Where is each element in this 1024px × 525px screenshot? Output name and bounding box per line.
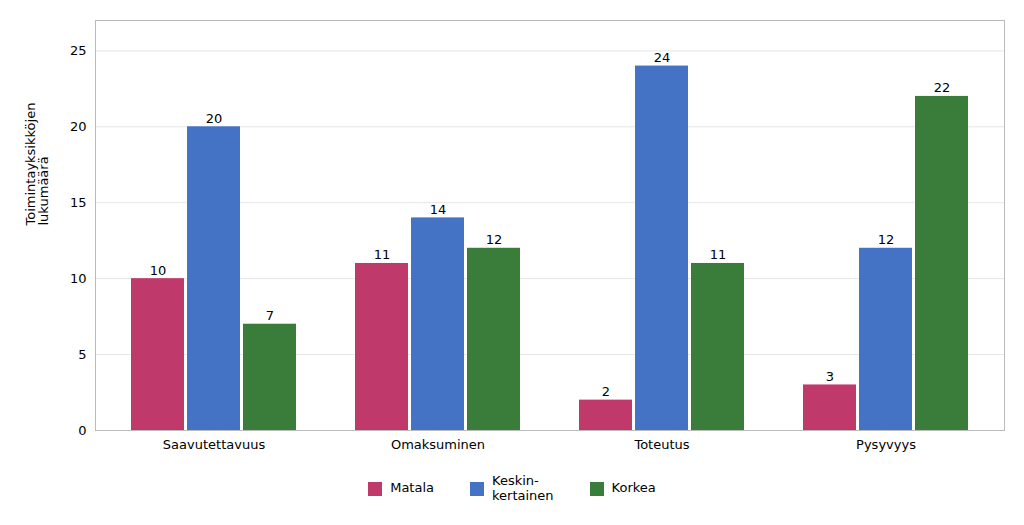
html-text:Korkea: Korkea — [611, 480, 656, 496]
svg-text:11: 11 — [710, 247, 727, 262]
svg-text:11: 11 — [374, 247, 391, 262]
svg-text:25: 25 — [70, 43, 87, 58]
svg-text:2: 2 — [602, 384, 610, 399]
svg-text:Toteutus: Toteutus — [633, 437, 689, 452]
html-text:Keskin- kertainen: Keskin- kertainen — [492, 473, 554, 503]
svg-text:15: 15 — [70, 195, 87, 210]
svg-text:22: 22 — [934, 80, 951, 95]
svg-text:Pysyvyys: Pysyvyys — [856, 437, 916, 452]
svg-text:Toimintayksikköjenlukumäärä: Toimintayksikköjenlukumäärä — [23, 103, 51, 227]
svg-text:7: 7 — [266, 308, 274, 323]
svg-text:5: 5 — [78, 347, 86, 362]
svg-text:14: 14 — [430, 202, 447, 217]
svg-text:0: 0 — [78, 423, 86, 438]
svg-text:20: 20 — [70, 119, 87, 134]
svg-text:10: 10 — [70, 271, 87, 286]
svg-text:10: 10 — [150, 263, 167, 278]
svg-text:12: 12 — [486, 232, 503, 247]
svg-text:24: 24 — [654, 50, 671, 65]
svg-text:20: 20 — [206, 111, 223, 126]
svg-text:Saavutettavuus: Saavutettavuus — [163, 437, 266, 452]
svg-text:3: 3 — [826, 369, 834, 384]
svg-text:Omaksuminen: Omaksuminen — [391, 437, 485, 452]
html-text:Matala: Matala — [390, 480, 434, 496]
svg-text:12: 12 — [878, 232, 895, 247]
